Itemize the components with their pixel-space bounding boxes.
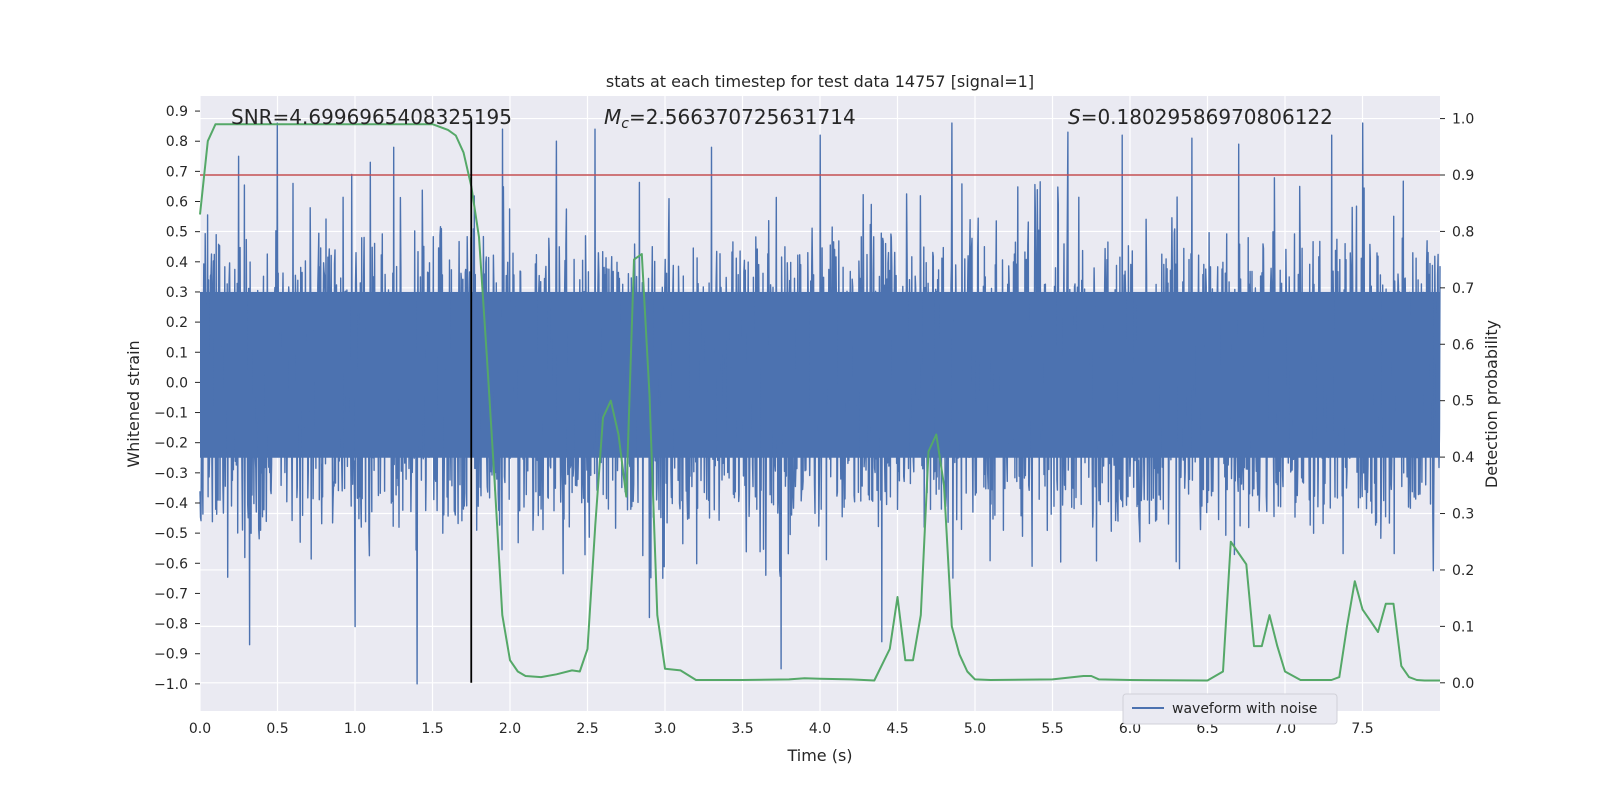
y-left-tick-label: −0.4 — [154, 496, 188, 512]
y-right-tick-label: 0.2 — [1452, 563, 1474, 579]
y-right-tick-label: 0.9 — [1452, 168, 1474, 184]
y-left-tick-label: 0.4 — [166, 255, 188, 271]
mc-symbol: M — [604, 105, 621, 129]
y-axis-label-right: Detection probability — [1482, 320, 1501, 488]
y-left-tick-label: −0.9 — [154, 647, 188, 663]
x-tick-label: 7.5 — [1351, 721, 1373, 737]
y-right-tick-label: 0.8 — [1452, 224, 1474, 240]
x-tick-label: 6.0 — [1119, 721, 1141, 737]
y-left-tick-label: 0.1 — [166, 345, 188, 361]
x-tick-label: 4.0 — [809, 721, 831, 737]
probability-line — [199, 123, 1440, 682]
y-left-tick-label: 0.3 — [166, 285, 188, 301]
y-right-tick-label: 0.3 — [1452, 507, 1474, 523]
y-right-tick-label: 0.0 — [1452, 676, 1474, 692]
y-right-tick-label: 0.4 — [1452, 450, 1474, 466]
y-left-tick-label: 0.7 — [166, 164, 188, 180]
y-left-tick-label: 0.6 — [166, 195, 188, 211]
y-left-tick-label: −0.3 — [154, 466, 188, 482]
y-right-tick-label: 0.6 — [1452, 337, 1474, 353]
x-tick-label: 4.5 — [886, 721, 908, 737]
y-axis-label-left: Whitened strain — [124, 340, 143, 467]
snr-annotation: SNR=4.6996965408325195 — [231, 105, 512, 129]
x-tick-label: 3.5 — [731, 721, 753, 737]
probability-series — [199, 123, 1440, 682]
y-right-tick-label: 0.7 — [1452, 281, 1474, 297]
legend-label-waveform: waveform with noise — [1172, 701, 1317, 717]
y-left-tick-label: −0.5 — [154, 526, 188, 542]
y-left-tick-label: 0.2 — [166, 315, 188, 331]
y-left-tick-label: 0.9 — [166, 104, 188, 120]
mc-annotation: Mc=2.566370725631714 — [604, 105, 856, 132]
s-symbol: S — [1068, 105, 1081, 129]
x-axis-label: Time (s) — [786, 746, 852, 765]
chart-title: stats at each timestep for test data 147… — [606, 72, 1034, 91]
mc-subscript: c — [621, 116, 629, 132]
y-left-tick-label: −0.7 — [154, 586, 188, 602]
y-left-tick-label: −0.6 — [154, 556, 188, 572]
axis-ticks: 0.0 0.5 1.0 1.5 2.0 2.5 3.0 3.5 4.0 4.5 5.0 5.5 6.0 6… — [154, 104, 1474, 737]
x-tick-label: 3.0 — [654, 721, 676, 737]
y-left-tick-label: 0.8 — [166, 134, 188, 150]
strain-line — [199, 122, 1441, 685]
y-left-tick-label: −0.1 — [154, 406, 188, 422]
y-left-tick-label: −0.8 — [154, 617, 188, 633]
x-tick-label: 5.5 — [1041, 721, 1063, 737]
x-tick-label: 7.0 — [1274, 721, 1296, 737]
y-left-tick-label: 0.5 — [166, 225, 188, 241]
strain-series — [199, 122, 1441, 685]
legend-box — [1122, 693, 1338, 725]
x-tick-label: 0.0 — [189, 721, 211, 737]
y-left-tick-label: 0.0 — [166, 375, 188, 391]
x-tick-label: 2.0 — [499, 721, 521, 737]
x-tick-label: 1.0 — [344, 721, 366, 737]
x-tick-label: 6.5 — [1196, 721, 1218, 737]
y-right-tick-label: 0.1 — [1452, 619, 1474, 635]
y-right-tick-label: 0.5 — [1452, 394, 1474, 410]
x-tick-label: 0.5 — [266, 721, 288, 737]
x-tick-label: 2.5 — [576, 721, 598, 737]
s-annotation: S=0.18029586970806122 — [1068, 105, 1333, 129]
y-left-tick-label: −1.0 — [154, 677, 188, 693]
x-tick-label: 5.0 — [964, 721, 986, 737]
y-right-tick-label: 1.0 — [1452, 112, 1474, 128]
s-value: =0.18029586970806122 — [1081, 105, 1333, 129]
x-tick-label: 1.5 — [421, 721, 443, 737]
mc-value: =2.566370725631714 — [629, 105, 856, 129]
legend: waveform with noise — [1122, 693, 1338, 725]
y-left-tick-label: −0.2 — [154, 436, 188, 452]
